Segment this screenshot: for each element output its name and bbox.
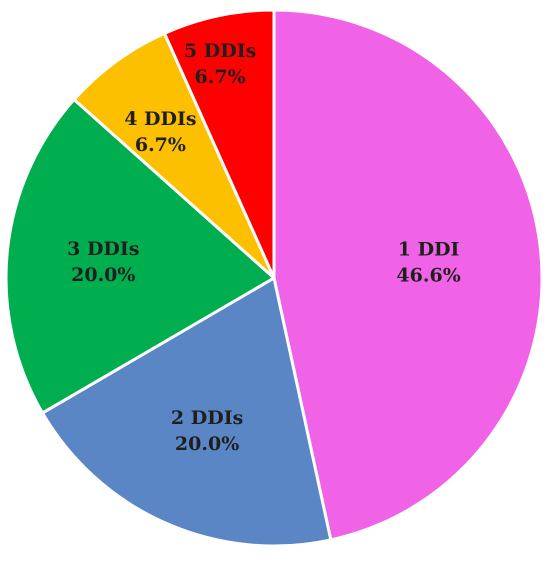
pie-labels: 1 DDI 46.6% 2 DDIs 20.0% 3 DDIs 20.0% 4 DDIs 6.… [67,40,461,455]
slice-percent-1: 46.6% [396,264,460,286]
slice-percent-5: 6.7% [195,66,246,88]
slice-label-4: 4 DDIs [124,108,196,130]
slice-percent-4: 6.7% [135,134,186,156]
slice-percent-3: 20.0% [71,264,135,286]
slice-label-1: 1 DDI [398,238,460,260]
slice-percent-2: 20.0% [175,433,239,455]
slice-label-5: 5 DDIs [184,40,256,62]
slice-label-3: 3 DDIs [67,238,139,260]
slice-label-2: 2 DDIs [171,407,243,429]
pie-slice-1 [272,8,544,542]
pie-slice-5 [162,8,276,280]
pie-slice-2 [40,276,333,548]
pie-slices [4,8,544,548]
pie-slice-3 [4,98,276,415]
pie-slice-4 [72,31,276,280]
